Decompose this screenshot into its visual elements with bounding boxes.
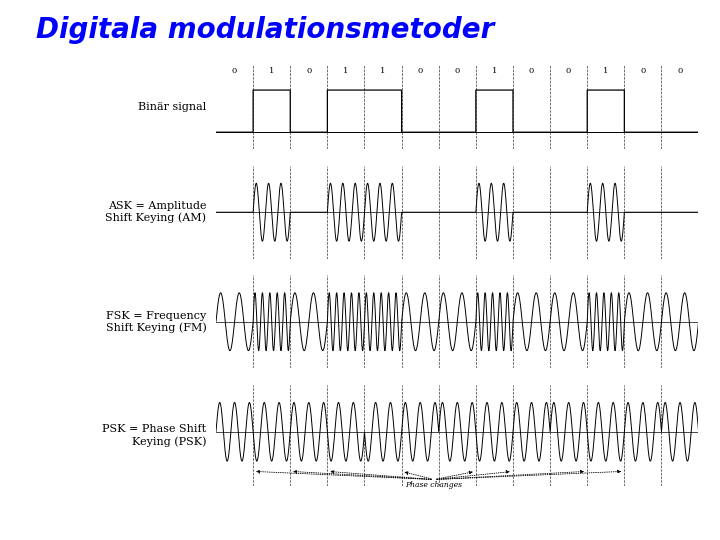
Text: PSK = Phase Shift
    Keying (PSK): PSK = Phase Shift Keying (PSK) — [102, 424, 207, 447]
Text: 0: 0 — [418, 68, 423, 75]
Text: 0: 0 — [528, 68, 534, 75]
Text: 0: 0 — [640, 68, 645, 75]
Text: Phase changes: Phase changes — [405, 481, 462, 489]
Text: 1: 1 — [343, 68, 348, 75]
Text: 1: 1 — [492, 68, 497, 75]
Text: ASK = Amplitude
Shift Keying (AM): ASK = Amplitude Shift Keying (AM) — [105, 201, 207, 224]
Text: 0: 0 — [678, 68, 683, 75]
Text: 0: 0 — [306, 68, 311, 75]
Text: 1: 1 — [380, 68, 386, 75]
Text: 1: 1 — [269, 68, 274, 75]
Text: 0: 0 — [454, 68, 460, 75]
Text: Digitala modulationsmetoder: Digitala modulationsmetoder — [36, 16, 494, 44]
Text: 1: 1 — [603, 68, 608, 75]
Text: Binär signal: Binär signal — [138, 102, 207, 112]
Text: FSK = Frequency
Shift Keying (FM): FSK = Frequency Shift Keying (FM) — [106, 310, 207, 333]
Text: 0: 0 — [232, 68, 237, 75]
Text: 0: 0 — [566, 68, 571, 75]
